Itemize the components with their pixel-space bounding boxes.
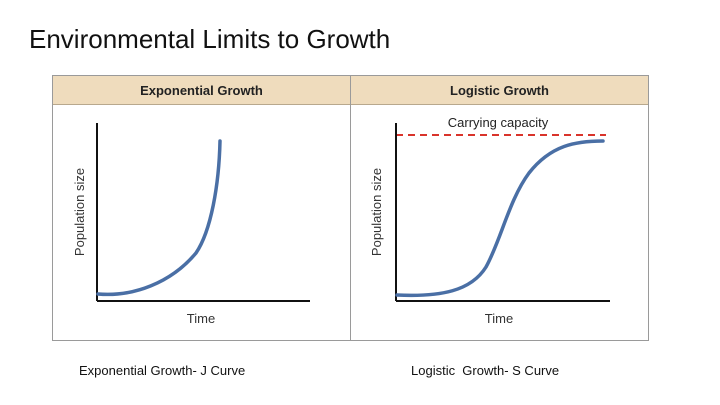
exponential-growth-header: Exponential Growth: [53, 76, 350, 105]
logistic-growth-panel: Logistic Growth Carrying capacity Time P…: [351, 76, 648, 340]
growth-figure: Exponential Growth Time Population size …: [52, 75, 649, 341]
logistic-growth-plot: Carrying capacity Time Population size: [369, 115, 610, 326]
x-axis-label: Time: [187, 311, 215, 326]
x-axis-label: Time: [485, 311, 513, 326]
y-axis-label: Population size: [369, 168, 384, 256]
slide-title: Environmental Limits to Growth: [29, 24, 391, 54]
j-curve-caption: Exponential Growth- J Curve: [79, 363, 246, 378]
logistic-growth-header: Logistic Growth: [351, 76, 648, 105]
y-axis-label: Population size: [72, 168, 87, 256]
exponential-growth-panel: Exponential Growth Time Population size: [53, 76, 351, 340]
exponential-growth-plot: Time Population size: [72, 123, 310, 326]
s-curve: [395, 139, 605, 298]
j-curve: [96, 139, 222, 297]
carrying-capacity-label: Carrying capacity: [448, 115, 549, 130]
s-curve-caption: Logistic Growth- S Curve: [411, 363, 560, 378]
